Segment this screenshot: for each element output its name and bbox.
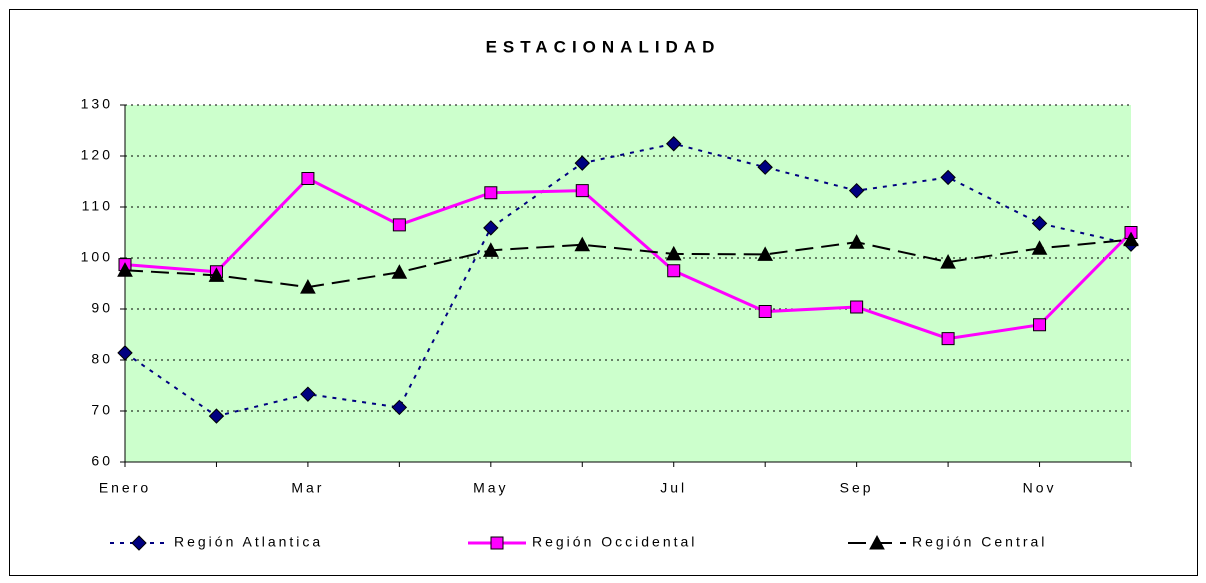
point-marker <box>208 267 225 282</box>
y-tick-label: 70 <box>91 402 113 418</box>
point-marker <box>666 136 682 152</box>
x-tick-label: Enero <box>99 480 151 496</box>
point-marker <box>757 159 773 175</box>
point-marker <box>300 386 316 402</box>
point-marker <box>1031 240 1048 255</box>
legend-label: Región Central <box>912 534 1047 550</box>
point-marker <box>1123 231 1139 247</box>
point-marker <box>848 234 865 249</box>
series-line <box>124 142 1132 418</box>
point-marker <box>758 305 772 319</box>
point-marker <box>574 155 590 171</box>
point-marker <box>301 171 315 185</box>
point-marker <box>848 182 865 199</box>
x-tick-label: Jul <box>660 480 687 496</box>
point-marker <box>667 264 681 278</box>
point-marker <box>484 186 498 200</box>
point-marker <box>757 246 774 261</box>
legend-label: Región Atlantica <box>174 534 323 550</box>
point-marker <box>941 332 955 346</box>
plot-area <box>125 105 1131 462</box>
y-tick-label: 60 <box>91 453 113 469</box>
y-tick-label: 90 <box>91 300 113 316</box>
point-marker <box>391 399 408 416</box>
point-marker <box>1033 318 1047 332</box>
point-marker <box>208 408 225 424</box>
point-marker <box>300 279 316 294</box>
y-tick-label: 80 <box>91 351 113 367</box>
legend-marker <box>490 536 504 550</box>
legend-marker <box>869 534 885 550</box>
point-marker <box>482 242 499 257</box>
series-line <box>124 176 1133 341</box>
y-tick-label: 100 <box>81 249 113 265</box>
x-tick-label: Nov <box>1023 480 1057 496</box>
y-tick-label: 130 <box>81 96 113 112</box>
series-line <box>124 238 1132 289</box>
x-tick-label: Sep <box>840 480 874 496</box>
point-marker <box>574 236 591 252</box>
point-marker <box>665 245 682 261</box>
x-tick-label: Mar <box>291 480 324 496</box>
point-marker <box>575 184 589 198</box>
point-marker <box>391 264 408 279</box>
point-marker <box>850 300 864 314</box>
point-marker <box>117 345 133 361</box>
chart-title: ESTACIONALIDAD <box>486 37 721 56</box>
point-marker <box>1031 215 1048 232</box>
point-marker <box>940 254 956 269</box>
point-marker <box>940 169 956 186</box>
point-marker <box>392 218 406 232</box>
legend-marker <box>131 535 147 551</box>
point-marker <box>117 262 133 277</box>
x-tick-label: May <box>473 480 508 496</box>
legend-label: Región Occidental <box>532 534 697 550</box>
point-marker <box>483 220 499 236</box>
y-tick-label: 110 <box>82 198 113 214</box>
y-tick-label: 120 <box>81 147 113 163</box>
